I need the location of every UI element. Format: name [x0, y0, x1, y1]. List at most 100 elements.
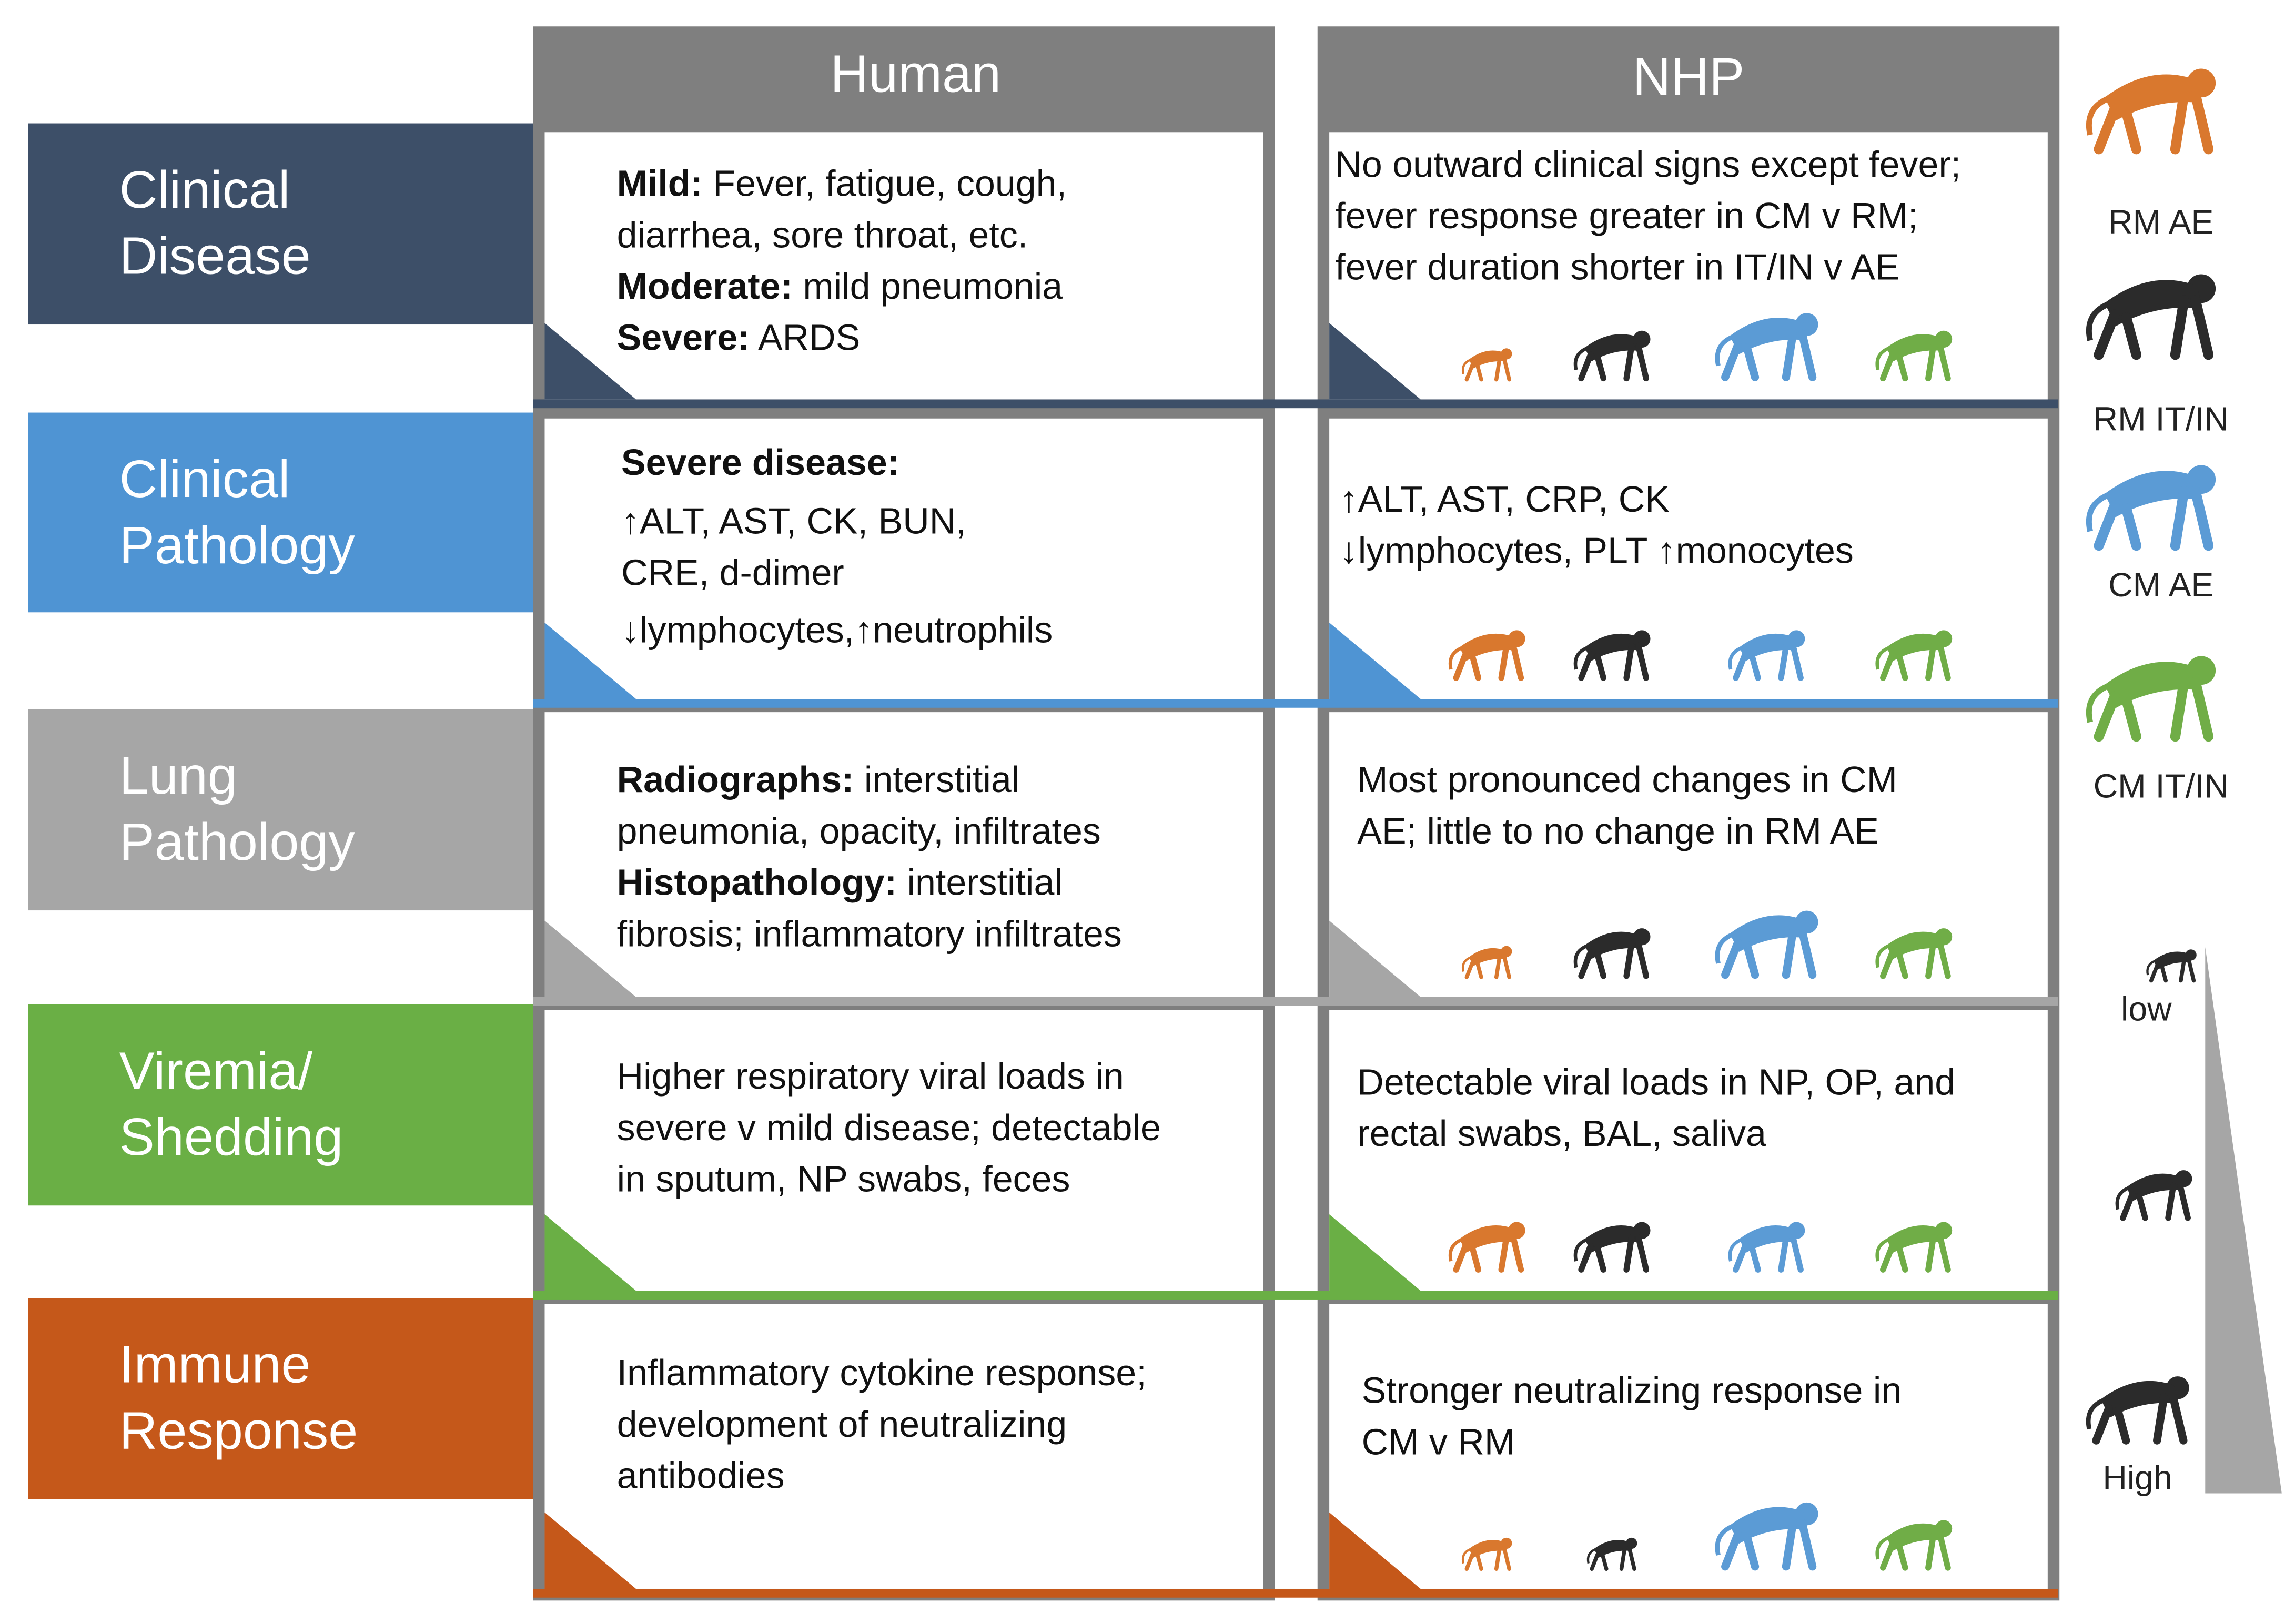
corner-triangle: [1329, 1512, 1421, 1589]
monkey-icon: [2089, 274, 2216, 354]
corner-triangle: [1329, 920, 1421, 997]
species-label: RM IT/IN: [2094, 400, 2229, 438]
corner-triangle: [1329, 323, 1421, 400]
row-label-band: [28, 1298, 533, 1499]
text-segment: ARDS: [750, 317, 860, 358]
text-segment: diarrhea, sore throat, etc.: [617, 215, 1028, 256]
text-segment: Stronger neutralizing response in: [1362, 1370, 1902, 1411]
column-header: NHP: [1633, 47, 1745, 106]
text-segment: Mild:: [617, 163, 703, 204]
row-label: Disease: [119, 227, 311, 286]
cell-text: Inflammatory cytokine response;: [617, 1353, 1147, 1394]
cell-text: CRE, d-dimer: [621, 552, 844, 593]
cell-panel: [1329, 132, 2048, 400]
column-header: Human: [830, 45, 1001, 104]
cell-text: diarrhea, sore throat, etc.: [617, 215, 1028, 256]
cell-text: in sputum, NP swabs, feces: [617, 1159, 1070, 1200]
stripe: [533, 699, 2058, 708]
cell-text: Moderate: mild pneumonia: [617, 266, 1063, 307]
cell-text: Most pronounced changes in CM: [1357, 759, 1897, 800]
text-segment: Most pronounced changes in CM: [1357, 759, 1897, 800]
cell-text: Mild: Fever, fatigue, cough,: [617, 163, 1067, 204]
cell-text: fibrosis; inflammatory infiltrates: [617, 914, 1122, 955]
text-segment: Detectable viral loads in NP, OP, and: [1357, 1062, 1955, 1103]
text-segment: Radiographs:: [617, 759, 854, 800]
row-label: Viremia/: [119, 1041, 313, 1100]
text-segment: fibrosis; inflammatory infiltrates: [617, 914, 1122, 955]
cell-text: pneumonia, opacity, infiltrates: [617, 810, 1101, 851]
cell-text: AE; little to no change in RM AE: [1357, 810, 1879, 851]
row-label-band: [28, 709, 533, 911]
text-segment: ↑ALT, AST, CRP, CK: [1340, 479, 1670, 520]
row-label: Immune: [119, 1335, 311, 1394]
row-label-band: [28, 123, 533, 325]
cell-panel: [1329, 418, 2048, 699]
monkey-icon: [2088, 1376, 2189, 1440]
row-label: Lung: [119, 746, 237, 805]
cell-text: Radiographs: interstitial: [617, 759, 1020, 800]
cell-panel: [544, 1304, 1263, 1589]
text-segment: ↓lymphocytes, PLT ↑monocytes: [1340, 530, 1854, 571]
text-segment: pneumonia, opacity, infiltrates: [617, 810, 1101, 851]
text-segment: Inflammatory cytokine response;: [617, 1353, 1147, 1394]
monkey-icon: [2147, 949, 2196, 980]
cell-text: Histopathology: interstitial: [617, 862, 1063, 903]
stripe: [533, 1588, 2058, 1598]
cell-panel: [544, 1010, 1263, 1291]
scale-low: low: [2121, 990, 2172, 1028]
cell-text: ↓lymphocytes,↑neutrophils: [621, 610, 1053, 651]
text-segment: severe v mild disease; detectable: [617, 1107, 1161, 1148]
cell-text: Stronger neutralizing response in: [1362, 1370, 1902, 1411]
corner-triangle: [544, 1214, 636, 1291]
row-label-band: [28, 412, 533, 613]
text-segment: AE; little to no change in RM AE: [1357, 810, 1879, 851]
text-segment: development of neutralizing: [617, 1404, 1067, 1445]
monkey-icon: [2089, 69, 2216, 149]
cell-text: Severe: ARDS: [617, 317, 861, 358]
row-label: Clinical: [119, 450, 290, 509]
cell-text: ↑ALT, AST, CK, BUN,: [621, 501, 966, 542]
row-label: Clinical: [119, 160, 290, 219]
text-segment: rectal swabs, BAL, saliva: [1357, 1113, 1766, 1154]
cell-text: CM v RM: [1362, 1422, 1515, 1463]
cell-text: Detectable viral loads in NP, OP, and: [1357, 1062, 1955, 1103]
cell-panel: [1329, 1010, 2048, 1291]
scale-high: High: [2102, 1458, 2172, 1496]
text-segment: Moderate:: [617, 266, 793, 307]
row-label: Pathology: [119, 813, 356, 871]
text-segment: mild pneumonia: [793, 266, 1063, 307]
cell-panel: [1329, 712, 2048, 997]
text-segment: Histopathology:: [617, 862, 897, 903]
corner-triangle: [1329, 1214, 1421, 1291]
cell-text: No outward clinical signs except fever;: [1335, 144, 1961, 185]
cell-panel: [544, 712, 1263, 997]
text-segment: Severe disease:: [621, 442, 899, 483]
cell-text: fever duration shorter in IT/IN v AE: [1335, 247, 1899, 288]
text-segment: fever duration shorter in IT/IN v AE: [1335, 247, 1899, 288]
monkey-icon: [2089, 656, 2216, 736]
text-segment: ↓lymphocytes,↑neutrophils: [621, 610, 1053, 651]
cell-text: development of neutralizing: [617, 1404, 1067, 1445]
stripe: [533, 1291, 2058, 1300]
stripe: [533, 399, 2058, 409]
cell-text: rectal swabs, BAL, saliva: [1357, 1113, 1766, 1154]
cell-text: severe v mild disease; detectable: [617, 1107, 1161, 1148]
cell-text: Severe disease:: [621, 442, 899, 483]
text-segment: interstitial: [854, 759, 1019, 800]
corner-triangle: [1329, 622, 1421, 699]
text-segment: fever response greater in CM v RM;: [1335, 196, 1918, 237]
text-segment: antibodies: [617, 1455, 785, 1496]
cell-text: ↑ALT, AST, CRP, CK: [1340, 479, 1670, 520]
text-segment: ↑ALT, AST, CK, BUN,: [621, 501, 966, 542]
species-label: RM AE: [2108, 203, 2213, 241]
row-label-band: [28, 1004, 533, 1206]
text-segment: Severe:: [617, 317, 750, 358]
cell-panel: [544, 418, 1263, 699]
scale-wedge: [2205, 947, 2282, 1494]
row-label: Response: [119, 1401, 358, 1460]
text-segment: No outward clinical signs except fever;: [1335, 144, 1961, 185]
text-segment: CM v RM: [1362, 1422, 1515, 1463]
cell-panel: [544, 132, 1263, 400]
